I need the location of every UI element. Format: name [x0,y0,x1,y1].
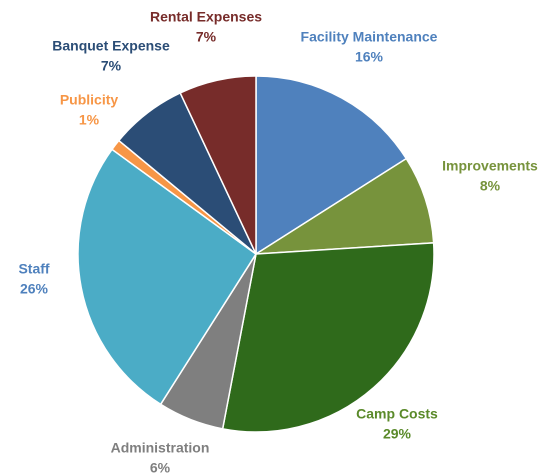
slice-label: Banquet Expense [52,38,170,54]
slice-label: Staff [18,261,49,277]
pie-slice [255,157,435,255]
pie-slice [255,75,408,256]
slice-label: Improvements [442,158,538,174]
slice-value-label: 8% [480,178,501,194]
slice-label: Camp Costs [356,406,438,422]
slice-label: Rental Expenses [150,9,262,25]
pie-slice [221,242,435,433]
slice-label: Publicity [60,92,119,108]
slice-value-label: 16% [355,49,384,65]
slice-value-label: 1% [79,112,100,128]
slice-label: Administration [111,440,210,456]
pie-slice [179,75,257,255]
slice-value-label: 6% [150,460,171,476]
pie-slice [77,148,258,406]
slice-value-label: 7% [196,29,217,45]
slice-value-label: 29% [383,426,412,442]
slice-label: Facility Maintenance [301,29,438,45]
slice-value-label: 26% [20,281,49,297]
slice-value-label: 7% [101,58,122,74]
